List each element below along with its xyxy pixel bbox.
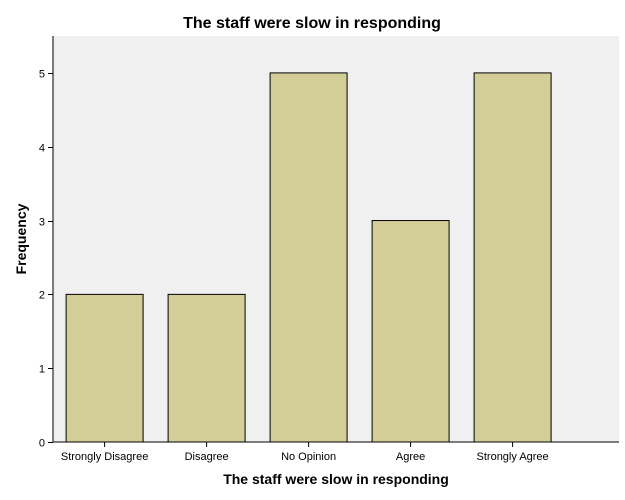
bar-disagree	[167, 293, 246, 443]
bars	[65, 72, 552, 443]
y-tick-label: 5	[39, 69, 45, 81]
x-tick-label: Strongly Agree	[477, 451, 549, 463]
y-axis-title: Frequency	[13, 203, 29, 274]
y-tick-label: 1	[39, 364, 45, 376]
x-tick-label: Strongly Disagree	[61, 451, 148, 463]
x-axis-title: The staff were slow in responding	[223, 471, 449, 487]
x-tick-label: Agree	[396, 451, 425, 463]
y-tick-label: 4	[39, 143, 45, 155]
y-tick-label: 3	[39, 217, 45, 229]
y-tick-label: 0	[39, 438, 45, 450]
bar-strongly-agree	[473, 72, 552, 443]
x-tick-label: No Opinion	[281, 451, 336, 463]
x-axis-ticks: Strongly Disagree Disagree No Opinion Agree…	[61, 442, 549, 463]
bar-no-opinion	[269, 72, 348, 443]
y-axis-ticks: 0 1 2 3 4 5	[39, 69, 53, 450]
y-tick-label: 2	[39, 290, 45, 302]
bar-agree	[371, 220, 450, 443]
x-tick-label: Disagree	[185, 451, 229, 463]
bar-strongly-disagree	[65, 293, 144, 443]
chart-title: The staff were slow in responding	[183, 15, 441, 32]
